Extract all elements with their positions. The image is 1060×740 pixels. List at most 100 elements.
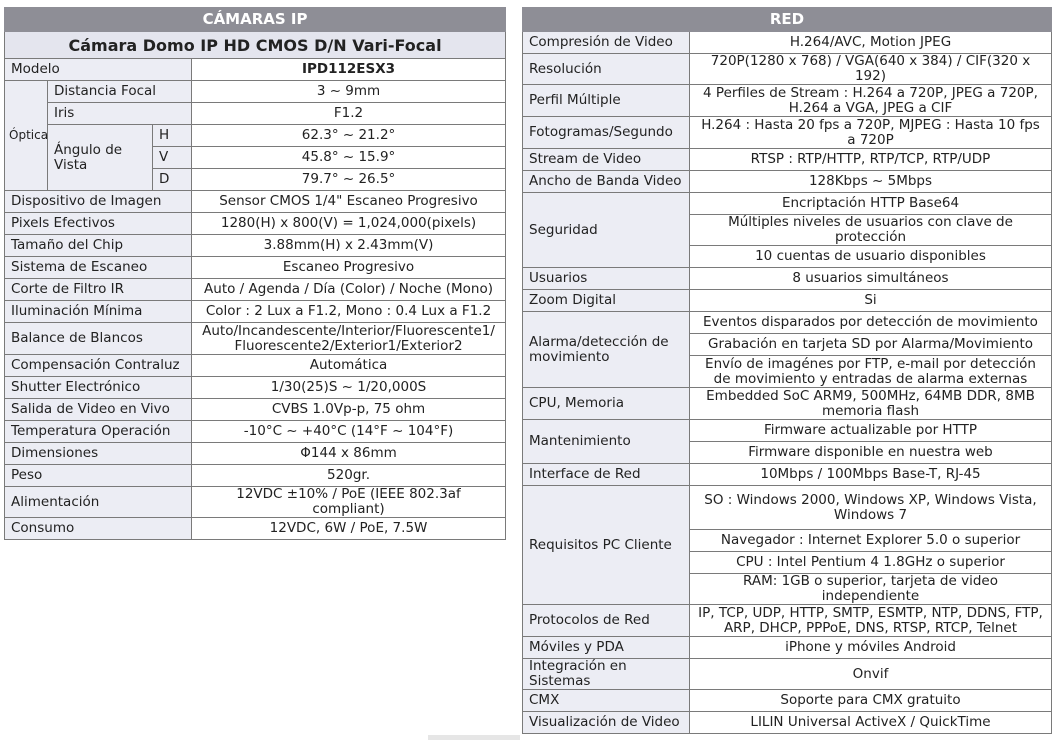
- spec-label: Dispositivo de Imagen: [4, 190, 192, 213]
- spec-row: Protocolos de Red IP, TCP, UDP, HTTP, SMT…: [522, 604, 1052, 637]
- spec-value: 720P(1280 x 768) / VGA(640 x 384) / CIF(…: [689, 53, 1052, 85]
- spec-value: Encriptación HTTP Base64: [689, 192, 1052, 215]
- camera-table-title: CÁMARAS IP: [3, 7, 507, 32]
- spec-row: Stream de Video RTSP : RTP/HTTP, RTP/TCP,…: [522, 148, 1052, 171]
- spec-row: Fotogramas/Segundo H.264 : Hasta 20 fps a…: [522, 116, 1052, 149]
- spec-label: Balance de Blancos: [4, 322, 192, 355]
- spec-label: Fotogramas/Segundo: [522, 116, 690, 149]
- spec-row: Iluminación Mínima Color : 2 Lux a F1.2, …: [4, 300, 507, 323]
- spec-value: Soporte para CMX gratuito: [689, 689, 1052, 712]
- spec-row: Firmware disponible en nuestra web: [523, 441, 1052, 464]
- spec-row: CPU : Intel Pentium 4 1.8GHz o superior: [523, 551, 1052, 574]
- spec-row: Alarma/detección de movimiento Eventos di…: [522, 311, 1052, 388]
- spec-row: Peso 520gr.: [4, 464, 507, 487]
- spec-label: Zoom Digital: [522, 289, 690, 312]
- spec-value: Automática: [190, 354, 507, 377]
- spec-value: Eventos disparados por detección de movi…: [689, 311, 1052, 334]
- angle-value: 62.3° ~ 21.2°: [190, 124, 507, 147]
- spec-value: 10 cuentas de usuario disponibles: [689, 245, 1052, 268]
- spec-value: iPhone y móviles Android: [689, 636, 1052, 659]
- spec-value: Sensor CMOS 1/4" Escaneo Progresivo: [190, 190, 507, 213]
- spec-label: Perfil Múltiple: [522, 84, 690, 117]
- spec-row: Múltiples niveles de usuarios con clave …: [523, 214, 1052, 246]
- spec-label: CMX: [522, 689, 690, 712]
- spec-row: Consumo 12VDC, 6W / PoE, 7.5W: [4, 517, 507, 540]
- spec-value: IP, TCP, UDP, HTTP, SMTP, ESMTP, NTP, DD…: [689, 604, 1052, 637]
- spec-value: 12VDC ±10% / PoE (IEEE 802.3af compliant…: [190, 486, 507, 518]
- spec-row: Navegador : Internet Explorer 5.0 o supe…: [523, 529, 1052, 552]
- angle-value: 79.7° ~ 26.5°: [190, 168, 507, 191]
- spec-row: Grabación en tarjeta SD por Alarma/Movim…: [523, 333, 1052, 356]
- spec-value: Onvif: [689, 658, 1052, 690]
- spec-label: Seguridad: [522, 192, 690, 268]
- spec-row: Resolución 720P(1280 x 768) / VGA(640 x 3…: [522, 53, 1052, 85]
- spec-value: Escaneo Progresivo: [190, 256, 507, 279]
- spec-value: Grabación en tarjeta SD por Alarma/Movim…: [689, 333, 1052, 356]
- spec-value: Envío de imagénes por FTP, e-mail por de…: [689, 355, 1052, 388]
- spec-label: Pixels Efectivos: [4, 212, 192, 235]
- iris-value: F1.2: [190, 102, 507, 125]
- spec-row: Dispositivo de Imagen Sensor CMOS 1/4" Es…: [4, 190, 507, 213]
- angle-axis: H: [152, 124, 192, 147]
- spec-value: Si: [689, 289, 1052, 312]
- spec-row: Envío de imagénes por FTP, e-mail por de…: [523, 355, 1052, 388]
- spec-row: Móviles y PDA iPhone y móviles Android: [522, 636, 1052, 659]
- spec-row: Perfil Múltiple 4 Perfiles de Stream : H.…: [522, 84, 1052, 117]
- spec-label: Integración en Sistemas: [522, 658, 690, 690]
- spec-value: 1280(H) x 800(V) = 1,024,000(pixels): [190, 212, 507, 235]
- focal-length-label: Distancia Focal: [47, 80, 192, 103]
- spec-label: Stream de Video: [522, 148, 690, 171]
- spec-value: 128Kbps ~ 5Mbps: [689, 170, 1052, 193]
- spec-label: Shutter Electrónico: [4, 376, 192, 399]
- network-table-title: RED: [522, 7, 1052, 32]
- spec-label: CPU, Memoria: [522, 387, 690, 420]
- spec-row: Corte de Filtro IR Auto / Agenda / Día (C…: [4, 278, 507, 301]
- spec-value: Color : 2 Lux a F1.2, Mono : 0.4 Lux a F…: [190, 300, 507, 323]
- spec-value: CPU : Intel Pentium 4 1.8GHz o superior: [689, 551, 1052, 574]
- spec-row: Ancho de Banda Video 128Kbps ~ 5Mbps: [522, 170, 1052, 193]
- spec-value: 8 usuarios simultáneos: [689, 267, 1052, 290]
- spec-value: Firmware actualizable por HTTP: [689, 419, 1052, 442]
- spec-label: Móviles y PDA: [522, 636, 690, 659]
- spec-value: 4 Perfiles de Stream : H.264 a 720P, JPE…: [689, 84, 1052, 117]
- spec-row: Pixels Efectivos 1280(H) x 800(V) = 1,024…: [4, 212, 507, 235]
- spec-label: Corte de Filtro IR: [4, 278, 192, 301]
- spec-value: RTSP : RTP/HTTP, RTP/TCP, RTP/UDP: [689, 148, 1052, 171]
- spec-row: Sistema de Escaneo Escaneo Progresivo: [4, 256, 507, 279]
- spec-label: Ancho de Banda Video: [522, 170, 690, 193]
- network-spec-table: RED Compresión de Video H.264/AVC, Motion…: [522, 7, 1052, 734]
- spec-row: Temperatura Operación -10°C ~ +40°C (14°F…: [4, 420, 507, 443]
- spec-row: Shutter Electrónico 1/30(25)S ~ 1/20,000S: [4, 376, 507, 399]
- spec-row: Alimentación 12VDC ±10% / PoE (IEEE 802.3…: [4, 486, 507, 518]
- spec-row: RAM: 1GB o superior, tarjeta de video in…: [523, 573, 1052, 605]
- spec-row: Compresión de Video H.264/AVC, Motion JPE…: [522, 31, 1052, 54]
- spec-value: 520gr.: [190, 464, 507, 487]
- spec-value: H.264/AVC, Motion JPEG: [689, 31, 1052, 54]
- spec-label: Dimensiones: [4, 442, 192, 465]
- spec-label: Usuarios: [522, 267, 690, 290]
- spec-value: Embedded SoC ARM9, 500MHz, 64MB DDR, 8MB…: [689, 387, 1052, 420]
- spec-row: Integración en Sistemas Onvif: [522, 658, 1052, 690]
- model-value: IPD112ESX3: [190, 58, 507, 81]
- spec-label: Consumo: [4, 517, 192, 540]
- spec-label: Sistema de Escaneo: [4, 256, 192, 279]
- view-angle-label: Ángulo de Vista: [47, 124, 153, 191]
- angle-axis: D: [152, 168, 192, 191]
- spec-row: CMX Soporte para CMX gratuito: [522, 689, 1052, 712]
- spec-row: Balance de Blancos Auto/Incandescente/Int…: [4, 322, 507, 355]
- spec-label: Compensación Contraluz: [4, 354, 192, 377]
- spec-value: 12VDC, 6W / PoE, 7.5W: [190, 517, 507, 540]
- spec-label: Peso: [4, 464, 192, 487]
- angle-value: 45.8° ~ 15.9°: [190, 146, 507, 169]
- spec-value: LILIN Universal ActiveX / QuickTime: [689, 711, 1052, 734]
- spec-label: Requisitos PC Cliente: [522, 485, 690, 605]
- spec-label: Protocolos de Red: [522, 604, 690, 637]
- spec-value: Auto / Agenda / Día (Color) / Noche (Mon…: [190, 278, 507, 301]
- spec-label: Alimentación: [4, 486, 192, 518]
- spec-row: Dimensiones Φ144 x 86mm: [4, 442, 507, 465]
- spec-row: CPU, Memoria Embedded SoC ARM9, 500MHz, 6…: [522, 387, 1052, 420]
- spec-row: Zoom Digital Si: [522, 289, 1052, 312]
- spec-label: Tamaño del Chip: [4, 234, 192, 257]
- spec-row: Mantenimiento Firmware actualizable por H…: [522, 419, 1052, 464]
- page-scrollbar: [428, 735, 520, 740]
